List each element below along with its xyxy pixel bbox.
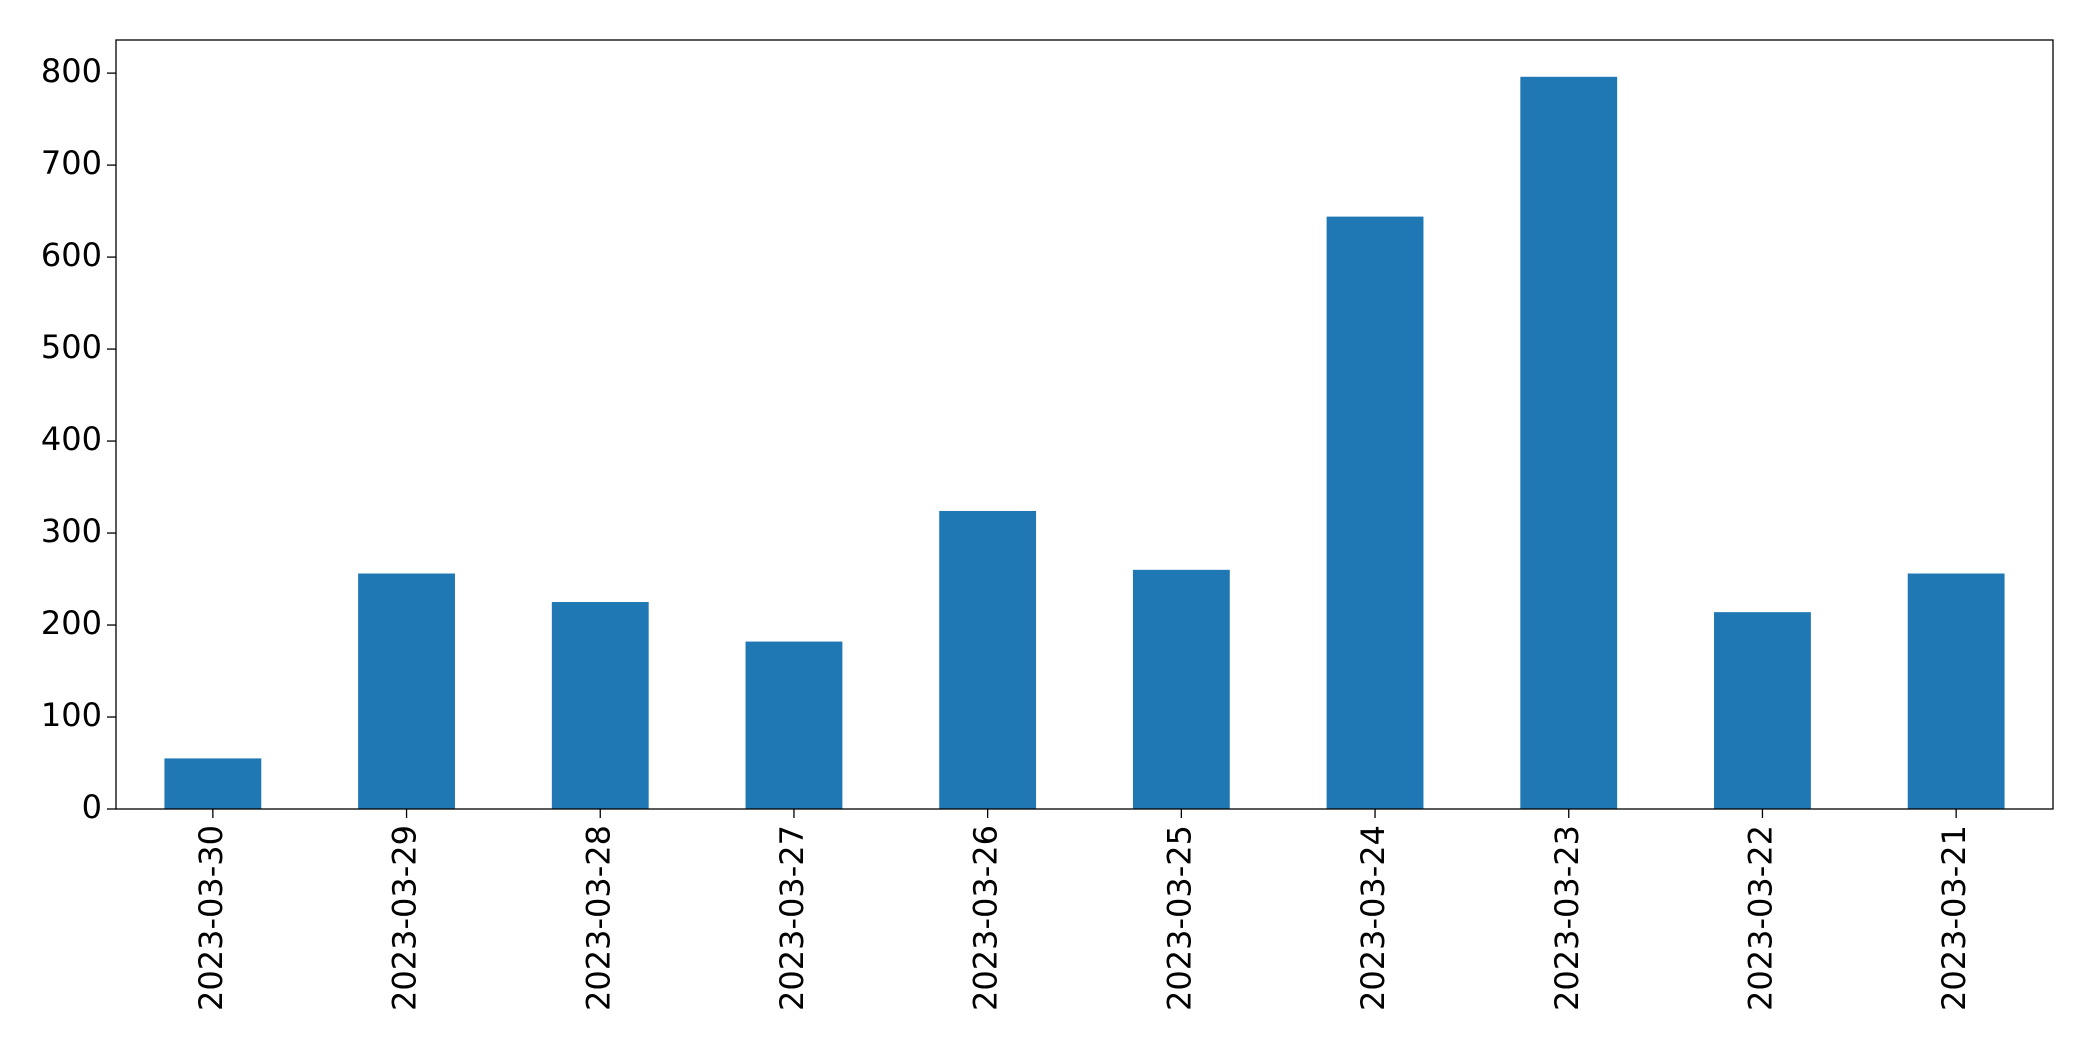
y-tick-label: 200 bbox=[41, 604, 102, 642]
x-tick-label: 2023-03-26 bbox=[967, 825, 1005, 1011]
plot-frame bbox=[115, 39, 2054, 810]
bar bbox=[1907, 573, 2005, 809]
x-tick-label: 2023-03-29 bbox=[386, 825, 424, 1011]
x-tick-label: 2023-03-21 bbox=[1935, 825, 1973, 1011]
y-tick-label: 500 bbox=[41, 328, 102, 366]
y-tick-label: 800 bbox=[41, 52, 102, 90]
x-tick-label: 2023-03-30 bbox=[192, 825, 230, 1011]
y-tick-label: 300 bbox=[41, 512, 102, 550]
bar bbox=[1326, 216, 1424, 810]
x-tick-label: 2023-03-23 bbox=[1548, 825, 1586, 1011]
x-tick-label: 2023-03-28 bbox=[579, 825, 617, 1011]
bar bbox=[1714, 612, 1811, 809]
x-tick-label: 2023-03-27 bbox=[773, 825, 811, 1011]
x-tick-label: 2023-03-24 bbox=[1354, 825, 1392, 1011]
bar bbox=[164, 758, 262, 809]
bar bbox=[1132, 569, 1230, 809]
bar bbox=[551, 602, 649, 809]
bar bbox=[1520, 76, 1618, 810]
bar bbox=[358, 573, 455, 809]
bar bbox=[745, 641, 843, 809]
y-tick-label: 600 bbox=[41, 236, 102, 274]
y-tick-label: 100 bbox=[41, 696, 102, 734]
x-tick-label: 2023-03-25 bbox=[1160, 825, 1198, 1011]
y-tick-label: 700 bbox=[41, 144, 102, 182]
x-tick-label: 2023-03-22 bbox=[1741, 825, 1779, 1011]
y-tick-label: 0 bbox=[82, 788, 102, 826]
bar bbox=[939, 510, 1037, 809]
y-tick-label: 400 bbox=[41, 420, 102, 458]
